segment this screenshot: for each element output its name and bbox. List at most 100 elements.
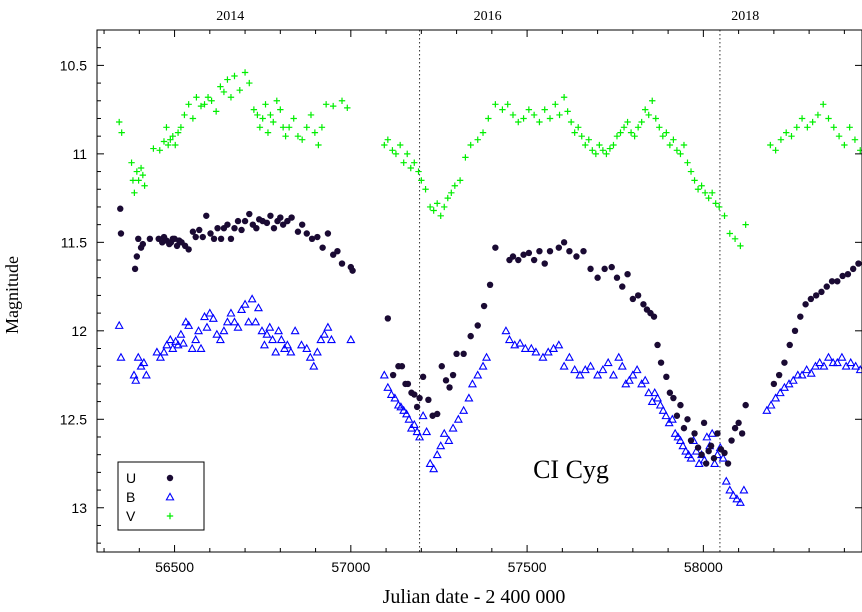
data-point-B xyxy=(208,313,218,322)
data-point-V xyxy=(400,159,407,166)
data-point-V xyxy=(485,115,492,122)
data-point-V xyxy=(185,101,192,108)
data-point-U xyxy=(735,419,742,427)
data-point-V xyxy=(798,115,806,122)
data-point-B xyxy=(640,375,650,384)
y-axis: 10.5 11 11.5 12 12.5 13 xyxy=(60,47,862,544)
data-point-V xyxy=(285,124,293,131)
data-point-B xyxy=(823,352,834,361)
data-point-B xyxy=(257,326,267,335)
data-point-V xyxy=(809,118,816,126)
data-point-U xyxy=(294,228,302,235)
data-point-V xyxy=(193,94,200,101)
data-point-B xyxy=(247,294,257,303)
data-point-U xyxy=(384,315,392,322)
data-point-V xyxy=(467,141,474,149)
data-point-U xyxy=(786,341,793,349)
data-point-B xyxy=(116,352,126,361)
data-point-V xyxy=(141,182,148,189)
data-point-U xyxy=(329,251,337,258)
data-point-U xyxy=(308,235,316,242)
data-point-V xyxy=(666,141,674,149)
data-point-V xyxy=(571,129,578,136)
data-point-B xyxy=(155,352,165,361)
data-point-U xyxy=(680,424,688,432)
data-point-B xyxy=(202,322,212,331)
data-point-V xyxy=(606,145,614,152)
data-point-B xyxy=(401,409,412,418)
data-point-V xyxy=(492,101,499,108)
data-point-U xyxy=(267,212,274,219)
data-point-U xyxy=(624,270,631,278)
data-point-U xyxy=(492,244,499,251)
data-point-B xyxy=(603,357,613,367)
data-point-U xyxy=(700,419,708,427)
data-point-V xyxy=(189,115,197,122)
data-point-U xyxy=(467,332,474,340)
data-point-V xyxy=(279,124,287,131)
data-point-U xyxy=(770,380,778,388)
data-point-U xyxy=(515,256,522,264)
data-point-U xyxy=(657,359,665,366)
data-point-B xyxy=(658,405,668,414)
data-point-B xyxy=(650,388,660,397)
data-point-B xyxy=(632,365,642,374)
data-point-B xyxy=(707,428,717,437)
data-point-U xyxy=(849,265,857,273)
data-point-B xyxy=(832,357,842,367)
data-point-V xyxy=(201,101,208,108)
data-point-B xyxy=(418,411,428,420)
data-point-U xyxy=(349,267,356,274)
data-point-B xyxy=(538,352,548,361)
chart-title: CI Cyg xyxy=(533,455,609,484)
y-tick-label: 13 xyxy=(71,500,87,516)
data-point-B xyxy=(593,370,603,379)
data-point-B xyxy=(133,352,143,361)
data-point-V xyxy=(259,115,266,122)
data-point-U xyxy=(608,263,615,271)
data-point-B xyxy=(482,352,492,361)
data-point-V xyxy=(177,124,185,131)
data-point-U xyxy=(775,371,783,379)
data-point-B xyxy=(404,414,414,423)
vertical-markers xyxy=(419,30,721,552)
data-point-B xyxy=(386,389,396,398)
data-point-U xyxy=(314,233,321,241)
data-point-U xyxy=(277,214,284,221)
data-point-B xyxy=(274,326,284,335)
data-point-U xyxy=(677,401,684,409)
data-point-V xyxy=(726,230,733,237)
data-point-V xyxy=(783,129,790,136)
data-point-U xyxy=(855,260,862,267)
data-point-U xyxy=(139,240,147,248)
data-point-B xyxy=(531,347,541,356)
data-point-V xyxy=(634,124,642,131)
data-point-V xyxy=(578,132,585,140)
data-point-B xyxy=(828,357,838,367)
legend-marker-U xyxy=(166,474,174,482)
data-point-V xyxy=(444,194,451,202)
data-point-U xyxy=(238,226,245,234)
data-point-U xyxy=(284,217,291,225)
data-point-B xyxy=(802,365,812,374)
data-point-U xyxy=(389,371,397,379)
data-point-U xyxy=(594,274,601,281)
data-point-V xyxy=(656,124,663,131)
data-point-V xyxy=(437,212,444,219)
data-point-U xyxy=(509,253,517,260)
data-point-U xyxy=(791,327,799,335)
data-point-B xyxy=(171,336,181,345)
data-point-V xyxy=(793,124,800,131)
data-point-B xyxy=(526,343,536,352)
data-point-V xyxy=(129,177,137,184)
series-layer xyxy=(114,69,862,506)
data-point-U xyxy=(203,212,210,219)
data-point-U xyxy=(185,246,192,253)
data-point-V xyxy=(254,111,261,119)
data-point-V xyxy=(167,136,174,143)
data-point-U xyxy=(710,455,718,462)
series-B xyxy=(114,294,862,506)
data-point-V xyxy=(315,141,322,149)
data-point-V xyxy=(270,118,277,126)
